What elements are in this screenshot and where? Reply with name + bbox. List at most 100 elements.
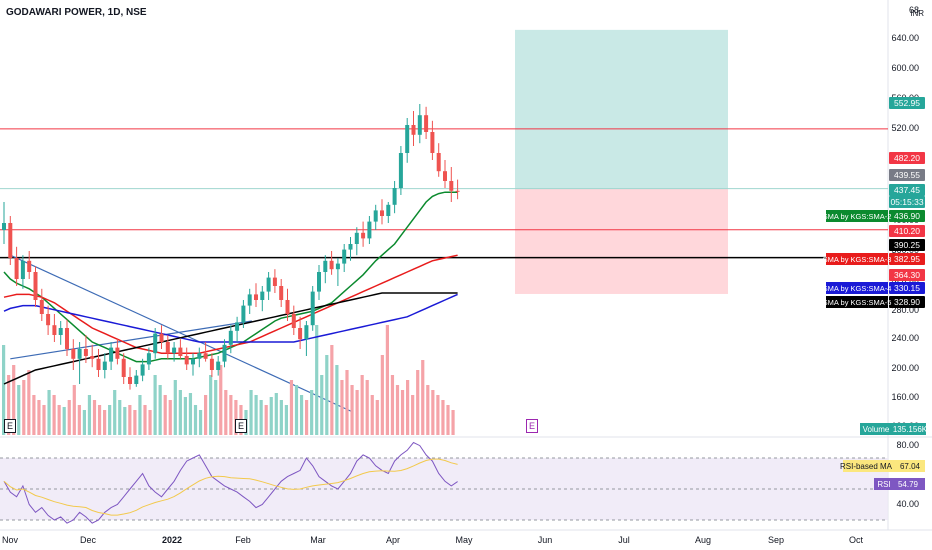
volume-bar bbox=[259, 400, 263, 435]
volume-bar bbox=[284, 405, 288, 435]
volume-bar bbox=[289, 380, 294, 435]
volume-label: Volume bbox=[863, 425, 890, 434]
volume-bar bbox=[395, 385, 400, 435]
volume-bar bbox=[451, 410, 455, 435]
candle-body bbox=[361, 232, 366, 239]
volume-bar bbox=[97, 405, 102, 435]
rsi-tick-label: 40.00 bbox=[896, 499, 919, 509]
candle-body bbox=[165, 342, 170, 354]
volume-bar bbox=[234, 400, 238, 435]
candle-body bbox=[329, 260, 334, 270]
time-tick-label: Dec bbox=[80, 535, 97, 545]
volume-value: 135.156K bbox=[893, 425, 928, 434]
rsi-ma-line bbox=[3, 458, 458, 516]
candle-body bbox=[436, 153, 441, 172]
price-label: 437.45 bbox=[894, 185, 920, 195]
volume-bar bbox=[365, 380, 369, 435]
rsi-tick-label: 80.00 bbox=[896, 440, 919, 450]
price-label: 364.30 bbox=[894, 270, 920, 280]
price-tick-label: 240.00 bbox=[891, 333, 919, 343]
candle-body bbox=[178, 347, 183, 356]
candle-body bbox=[398, 153, 403, 188]
price-label-box bbox=[889, 253, 925, 265]
candle-body bbox=[342, 249, 347, 264]
volume-bar bbox=[32, 395, 36, 435]
candle-body bbox=[323, 260, 328, 272]
candle-body bbox=[96, 358, 101, 370]
candle-body bbox=[20, 260, 25, 279]
candle-body bbox=[71, 349, 76, 359]
volume-bar bbox=[47, 390, 51, 435]
volume-label-box bbox=[860, 423, 926, 435]
volume-bar bbox=[411, 395, 415, 435]
volume-bar bbox=[128, 405, 132, 435]
volume-bar bbox=[370, 395, 374, 435]
rsi-ma-value: 67.04 bbox=[900, 462, 921, 471]
price-tick-label: 200.00 bbox=[891, 363, 919, 373]
price-label-box bbox=[889, 225, 925, 237]
volume-bar bbox=[279, 400, 283, 435]
volume-bar bbox=[416, 370, 420, 435]
candle-body bbox=[121, 358, 126, 377]
volume-bar bbox=[118, 400, 122, 435]
candle-body bbox=[58, 328, 63, 335]
volume-bar bbox=[87, 395, 92, 435]
candle-body bbox=[304, 325, 309, 340]
candle-body bbox=[386, 204, 391, 216]
volume-bar bbox=[436, 395, 440, 435]
candle-body bbox=[197, 353, 202, 359]
indicator-tag: SMA by KGS:SMA-4 bbox=[823, 284, 892, 293]
volume-bar bbox=[269, 397, 273, 435]
candle-body bbox=[272, 277, 277, 286]
volume-bar bbox=[22, 380, 26, 435]
volume-bar bbox=[67, 400, 71, 435]
volume-bar bbox=[12, 365, 16, 435]
candle-body bbox=[235, 322, 240, 331]
price-label-box bbox=[889, 296, 925, 308]
indicator-tag: SMA by KGS:SMA-5 bbox=[823, 298, 892, 307]
volume-bar bbox=[148, 410, 152, 435]
earnings-event-marker[interactable]: E bbox=[4, 419, 16, 433]
volume-bar bbox=[426, 385, 430, 435]
candle-body bbox=[52, 325, 57, 335]
price-label-box bbox=[889, 282, 925, 294]
price-label-box bbox=[889, 152, 925, 164]
candle-body bbox=[424, 115, 429, 132]
volume-bar bbox=[254, 395, 258, 435]
rsi-ma-label-box bbox=[843, 460, 925, 472]
candle-body bbox=[247, 294, 252, 306]
price-tick-label: 280.00 bbox=[891, 305, 919, 315]
volume-bar bbox=[380, 355, 384, 435]
volume-bar bbox=[310, 390, 314, 435]
price-label-box bbox=[889, 269, 925, 281]
price-tick-label: 640.00 bbox=[891, 33, 919, 43]
volume-bar bbox=[305, 400, 309, 435]
position-loss-zone bbox=[515, 188, 728, 294]
time-tick-label: Feb bbox=[235, 535, 251, 545]
volume-bar bbox=[299, 395, 304, 435]
candle-body bbox=[266, 277, 271, 292]
volume-bar bbox=[385, 325, 389, 435]
candle-body bbox=[172, 347, 177, 354]
volume-bar bbox=[123, 407, 127, 435]
candle-body bbox=[260, 291, 265, 300]
volume-bar bbox=[2, 345, 6, 435]
price-tick-label: 68 bbox=[909, 5, 919, 15]
earnings-event-marker[interactable]: E bbox=[235, 419, 247, 433]
price-label: 482.20 bbox=[894, 153, 920, 163]
candle-body bbox=[153, 333, 158, 354]
volume-bar bbox=[82, 410, 86, 435]
time-tick-label: Aug bbox=[695, 535, 711, 545]
candle-body bbox=[65, 328, 69, 349]
earnings-event-marker[interactable]: E bbox=[526, 419, 538, 433]
rsi-ma-label: RSI-based MA bbox=[840, 462, 893, 471]
time-tick-label: Mar bbox=[310, 535, 326, 545]
price-label-box bbox=[889, 97, 925, 109]
volume-bar bbox=[431, 390, 435, 435]
indicator-tag-box bbox=[826, 253, 888, 265]
volume-bar bbox=[355, 390, 359, 435]
volume-bar bbox=[7, 375, 11, 435]
volume-bar bbox=[143, 405, 147, 435]
candle-body bbox=[90, 356, 95, 359]
